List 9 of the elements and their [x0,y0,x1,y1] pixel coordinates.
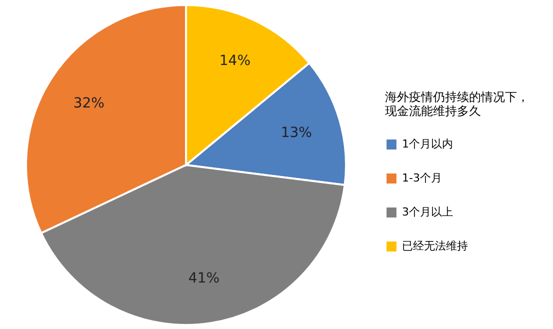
legend-title: 海外疫情仍持续的情况下，现金流能维持多久 [385,90,529,118]
data-label: 14% [219,52,251,69]
legend-label: 3个月以上 [402,206,453,218]
legend-label: 1个月以内 [402,138,453,150]
legend-label: 已经无法维持 [402,240,468,252]
data-label: 41% [188,270,220,287]
data-label: 13% [280,124,312,141]
legend-label: 1-3个月 [402,172,442,184]
data-label: 32% [73,95,104,112]
